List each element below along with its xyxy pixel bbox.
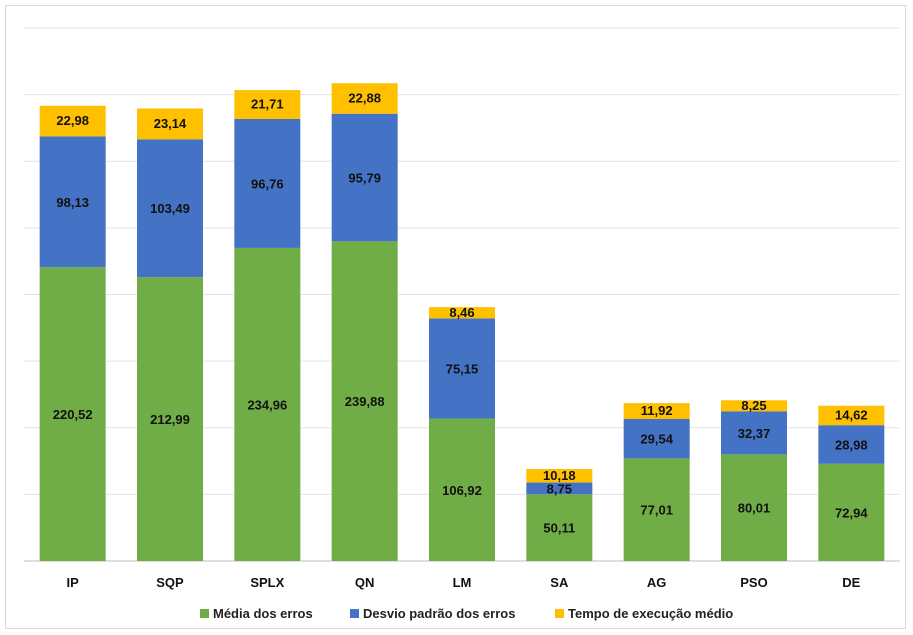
bar-splx-series-1 [234, 247, 301, 561]
data-label: 95,79 [348, 171, 381, 186]
data-label: 212,99 [150, 412, 190, 427]
data-label: 23,14 [154, 116, 187, 131]
bar-splx-series-3 [234, 90, 301, 119]
category-label: SA [550, 575, 569, 590]
bar-sqp-series-2 [137, 139, 203, 278]
bars [39, 83, 885, 561]
bar-lm-series-2 [429, 318, 495, 419]
bar-pso-series-1 [721, 454, 787, 561]
data-label: 80,01 [738, 501, 771, 516]
bar-ag-series-2 [623, 419, 690, 459]
legend-swatch [555, 609, 564, 618]
bar-ag-series-1 [623, 458, 690, 561]
bar-sa-series-1 [526, 494, 593, 561]
bar-qn-series-1 [331, 241, 398, 561]
category-label: DE [842, 575, 860, 590]
category-label: PSO [740, 575, 767, 590]
bar-sqp-series-3 [137, 108, 203, 140]
bar-ip-series-3 [39, 105, 106, 137]
legend-swatch [200, 609, 209, 618]
category-label: QN [355, 575, 375, 590]
data-label: 22,88 [348, 90, 381, 105]
bar-splx-series-2 [234, 118, 301, 248]
category-label: LM [453, 575, 472, 590]
category-label: SPLX [250, 575, 284, 590]
data-label: 32,37 [738, 426, 771, 441]
data-label: 239,88 [345, 394, 385, 409]
legend-label: Média dos erros [213, 606, 313, 621]
bar-ip-series-2 [39, 136, 106, 268]
data-label: 234,96 [247, 397, 287, 412]
legend-label: Desvio padrão dos erros [363, 606, 515, 621]
data-label: 98,13 [56, 195, 89, 210]
bar-de-series-1 [818, 463, 885, 561]
data-label: 8,25 [741, 398, 766, 413]
data-label: 8,46 [449, 305, 474, 320]
data-label: 22,98 [56, 113, 89, 128]
bar-de-series-2 [818, 425, 885, 464]
data-label: 10,18 [543, 468, 576, 483]
data-label: 96,76 [251, 176, 284, 191]
data-label: 220,52 [53, 407, 93, 422]
data-label: 106,92 [442, 483, 482, 498]
legend: Média dos erros Desvio padrão dos erros Te… [200, 606, 733, 621]
bar-lm-series-3 [429, 307, 495, 319]
category-label: IP [67, 575, 80, 590]
data-label: 50,11 [543, 521, 575, 536]
data-label: 28,98 [835, 437, 868, 452]
data-label: 72,94 [835, 505, 868, 520]
data-label: 11,92 [641, 403, 673, 418]
bar-ag-series-3 [623, 403, 690, 420]
chart-frame [5, 5, 906, 629]
data-label: 14,62 [835, 407, 868, 422]
bar-ip-series-1 [39, 267, 106, 561]
category-label: SQP [156, 575, 184, 590]
bar-qn-series-3 [331, 83, 398, 114]
bar-pso-series-3 [721, 400, 787, 412]
bar-sa-series-3 [526, 469, 593, 483]
bar-pso-series-2 [721, 411, 787, 455]
data-label: 75,15 [446, 361, 479, 376]
data-label: 103,49 [150, 201, 190, 216]
bar-sqp-series-1 [137, 277, 203, 561]
data-label: 21,71 [251, 97, 284, 112]
bar-de-series-3 [818, 405, 885, 426]
legend-swatch [350, 609, 359, 618]
data-label: 8,75 [547, 481, 572, 496]
bar-sa-series-2 [526, 482, 593, 495]
data-label: 77,01 [640, 503, 673, 518]
bar-lm-series-1 [429, 418, 495, 561]
data-labels: 220,52 98,13 22,98 212,99 103,49 23,14 234,96 9… [53, 90, 869, 535]
category-label: AG [647, 575, 667, 590]
bar-qn-series-2 [331, 113, 398, 242]
data-label: 29,54 [640, 432, 673, 447]
category-labels: IP SQP SPLX QN LM SA AG PSO DE [67, 575, 861, 590]
legend-label: Tempo de execução médio [568, 606, 733, 621]
